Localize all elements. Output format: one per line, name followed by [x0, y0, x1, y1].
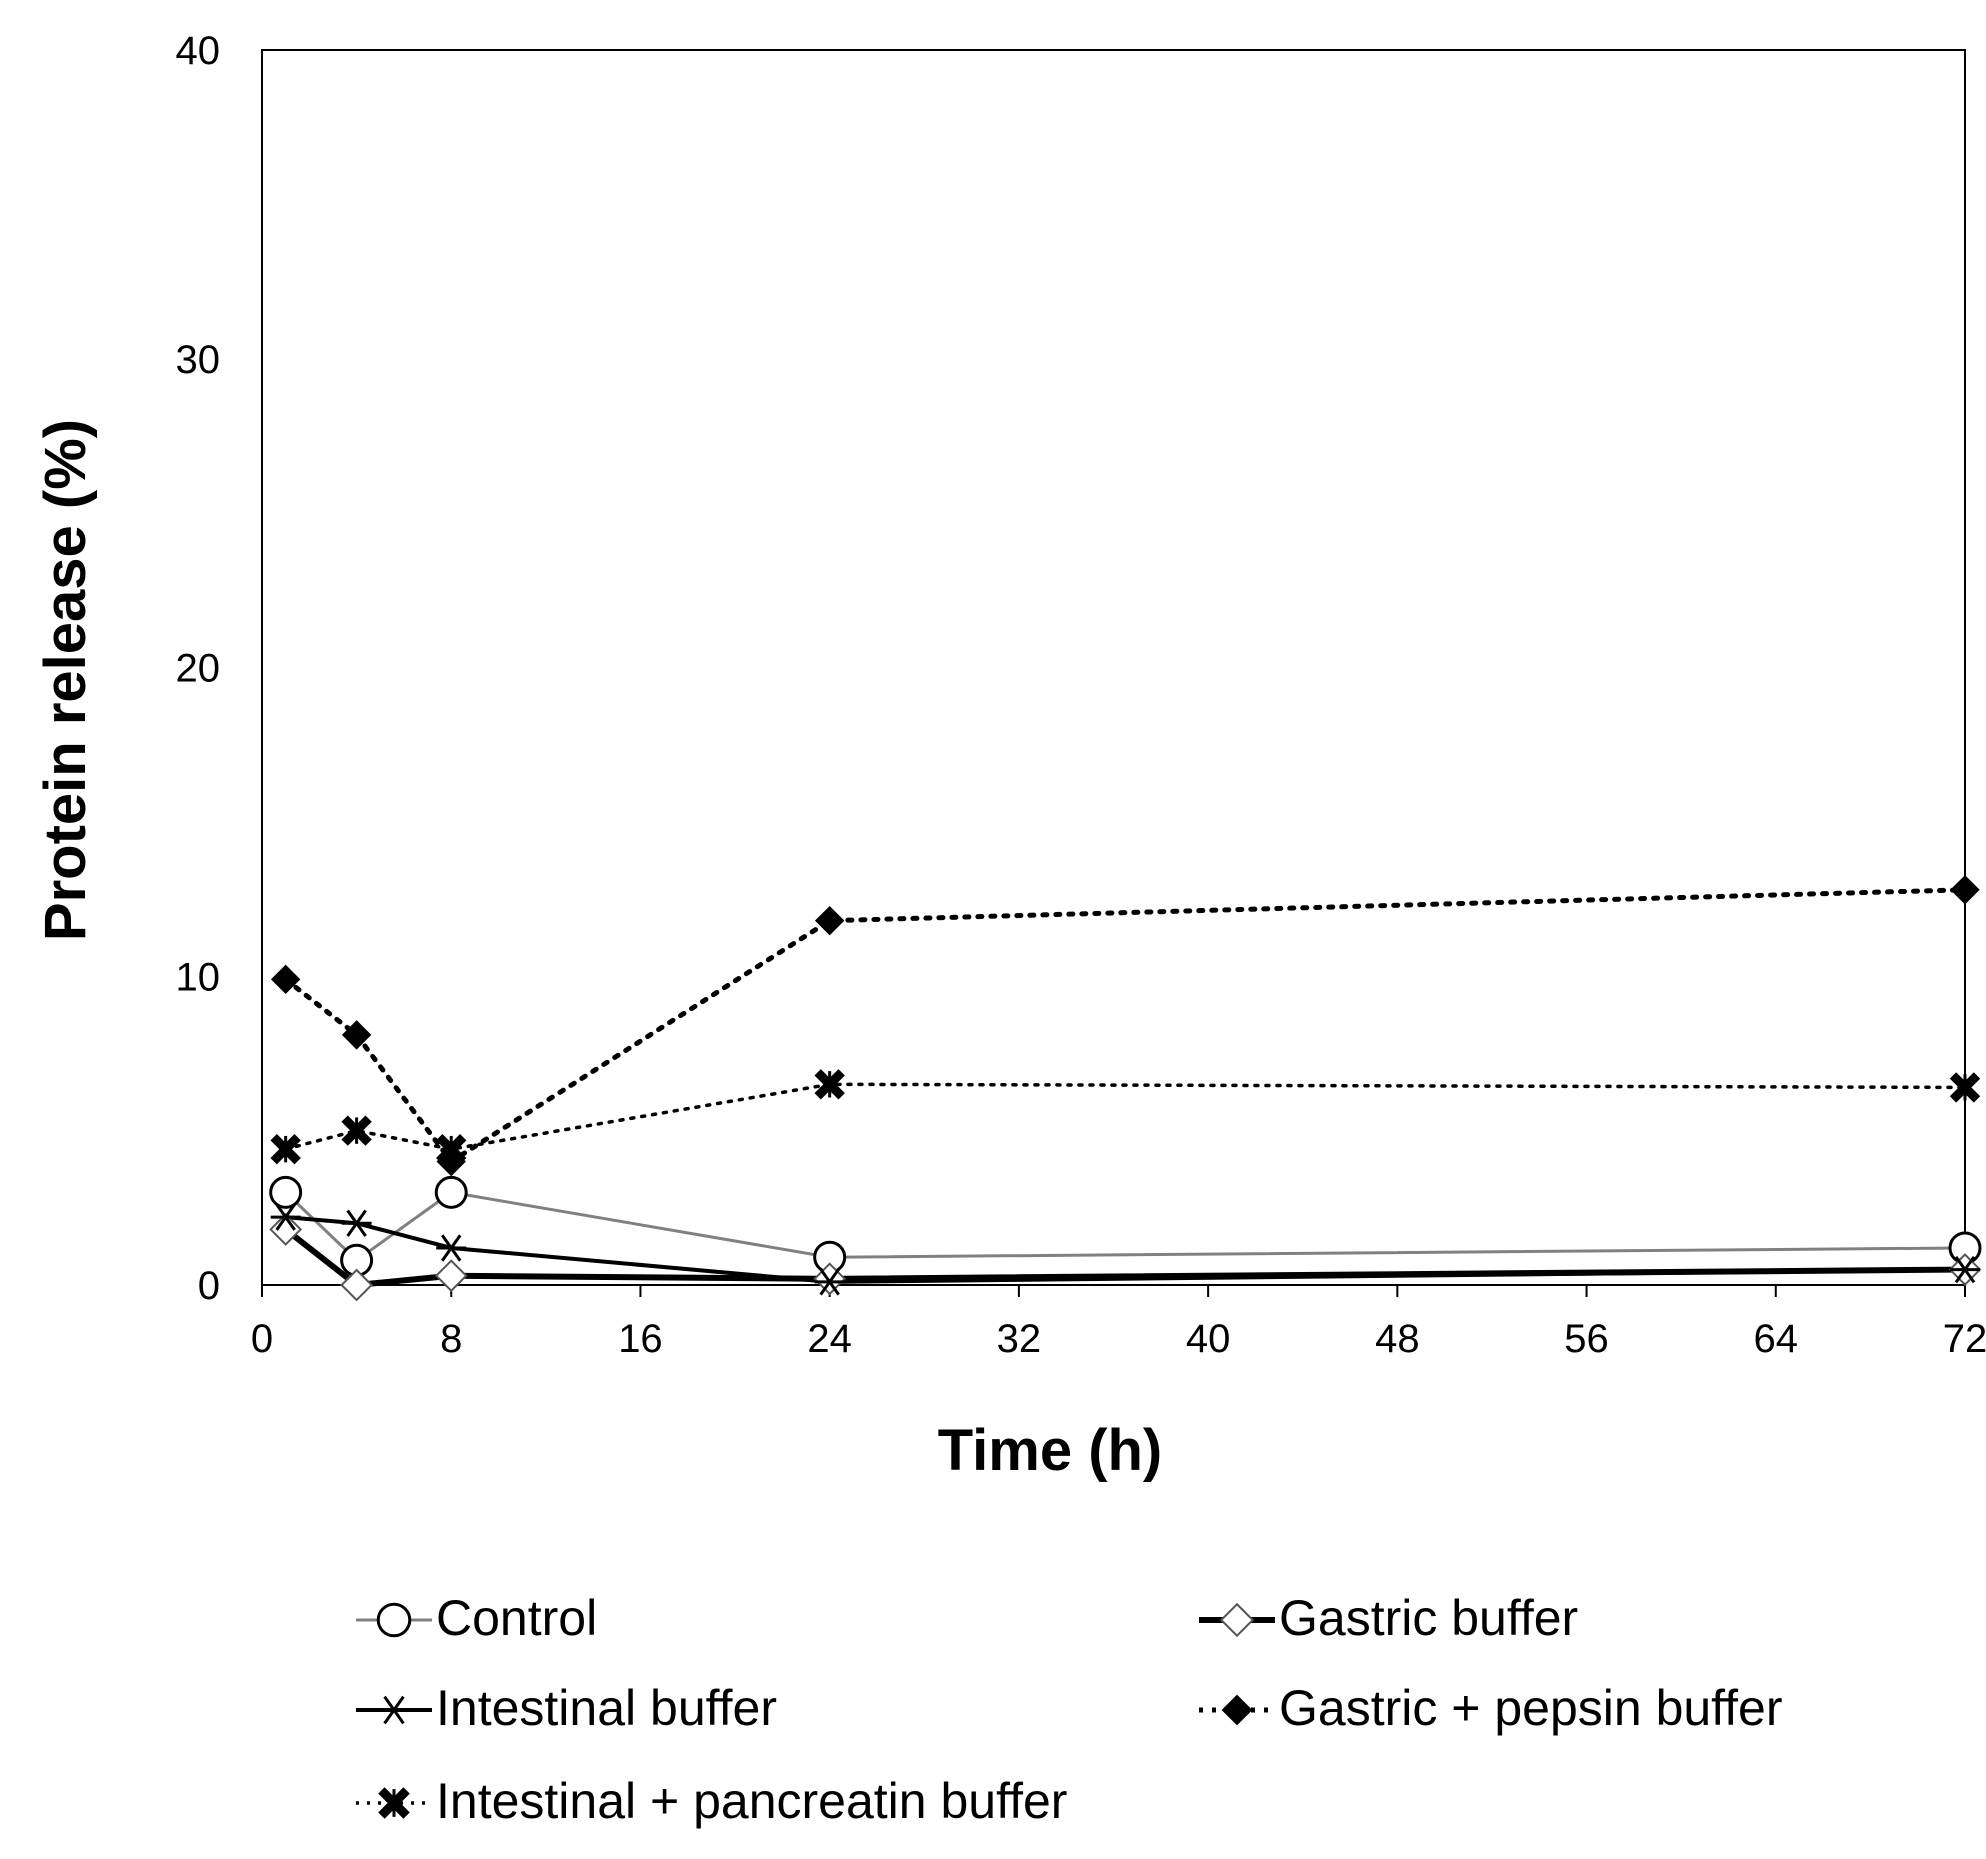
legend-symbol-gastric-pepsin-buffer — [1199, 1694, 1275, 1726]
series-markers-0 — [269, 1175, 1982, 1277]
x-tick-label: 56 — [1564, 1317, 1609, 1361]
data-point — [436, 1133, 467, 1165]
y-axis-ticks: 0 10 20 30 40 — [176, 29, 221, 1308]
data-point — [269, 1175, 303, 1209]
legend-marker — [378, 1787, 410, 1819]
plot-area — [261, 49, 1966, 1286]
data-point — [340, 1268, 374, 1302]
y-tick-label: 40 — [176, 29, 221, 73]
data-point — [341, 1115, 372, 1146]
legend-item-gastric-pepsin-buffer: Gastric + pepsin buffer — [1199, 1680, 1783, 1736]
y-axis-title: Protein release (%) — [33, 419, 98, 941]
x-axis-ticks: 0 8 16 24 32 40 48 56 64 72 — [251, 1285, 1986, 1361]
legend-item-intestinal-pancreatin-buffer: Intestinal + pancreatin buffer — [356, 1773, 1067, 1829]
data-point — [436, 1234, 467, 1262]
data-point — [1949, 1072, 1981, 1103]
legend-marker — [1221, 1694, 1253, 1726]
data-point — [269, 1213, 303, 1246]
plot-border — [261, 49, 1966, 1286]
x-tick-label: 64 — [1754, 1317, 1799, 1361]
series-markers-3 — [270, 875, 1980, 1177]
data-point — [270, 964, 301, 995]
series-line-3 — [283, 887, 1968, 1164]
y-tick-label: 30 — [176, 338, 221, 382]
legend-label-control: Control — [436, 1590, 597, 1646]
series-line-4 — [283, 1082, 1967, 1151]
data-point — [270, 1133, 301, 1165]
x-tick-label: 40 — [1186, 1317, 1231, 1361]
x-axis-title: Time (h) — [938, 1418, 1163, 1483]
legend-symbol-gastric-buffer — [1199, 1602, 1275, 1638]
data-point — [1950, 875, 1980, 905]
data-point — [270, 1203, 301, 1231]
x-tick-label: 72 — [1943, 1317, 1986, 1361]
x-tick-label: 24 — [807, 1317, 852, 1361]
data-point — [814, 905, 845, 936]
x-tick-label: 48 — [1375, 1317, 1420, 1361]
series-line-0 — [284, 1190, 1967, 1262]
legend-label-gastric-pepsin-buffer: Gastric + pepsin buffer — [1279, 1680, 1783, 1736]
data-point — [814, 1069, 845, 1100]
legend-item-gastric-buffer: Gastric buffer — [1199, 1590, 1578, 1646]
y-tick-label: 20 — [176, 647, 221, 691]
legend-marker — [376, 1602, 412, 1638]
data-point — [341, 1209, 372, 1237]
legend-item-control: Control — [356, 1590, 597, 1646]
series-markers-4 — [270, 1069, 1981, 1165]
legend-item-intestinal-buffer: Intestinal buffer — [356, 1680, 777, 1736]
x-tick-label: 8 — [440, 1317, 462, 1361]
series-markers-2 — [270, 1203, 1980, 1296]
data-point — [434, 1175, 468, 1209]
legend-label-intestinal-buffer: Intestinal buffer — [436, 1680, 777, 1736]
y-tick-label: 10 — [176, 955, 221, 999]
legend-marker — [378, 1695, 410, 1725]
legend-label-intestinal-pancreatin-buffer: Intestinal + pancreatin buffer — [436, 1773, 1067, 1829]
legend-label-gastric-buffer: Gastric buffer — [1279, 1590, 1578, 1646]
series-layer — [269, 875, 1982, 1302]
data-point — [341, 1020, 372, 1050]
x-tick-label: 16 — [618, 1317, 663, 1361]
data-point — [1950, 1255, 1980, 1284]
y-tick-label: 0 — [198, 1264, 220, 1308]
legend-symbol-intestinal-buffer — [356, 1695, 432, 1725]
legend-symbol-intestinal-pancreatin-buffer — [356, 1787, 432, 1819]
legend-symbol-control — [356, 1602, 432, 1638]
legend: Control Gastric buffer Intestinal buffer… — [356, 1590, 1783, 1829]
x-tick-label: 32 — [997, 1317, 1042, 1361]
legend-marker — [1219, 1602, 1255, 1638]
series-markers-1 — [269, 1213, 1982, 1302]
data-point — [814, 1268, 845, 1296]
data-point — [434, 1259, 468, 1293]
x-tick-label: 0 — [251, 1317, 273, 1361]
